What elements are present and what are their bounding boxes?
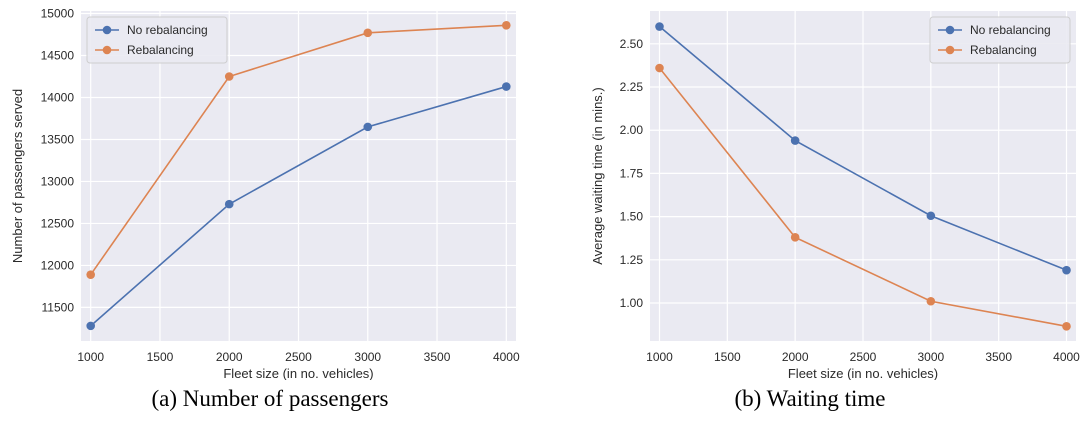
legend-label-rebalancing: Rebalancing — [970, 43, 1037, 57]
data-point-rebalancing — [790, 233, 800, 242]
caption-passengers: (a) Number of passengers — [151, 386, 389, 411]
data-point-no-rebalancing — [224, 199, 234, 209]
y-tick-label: 12000 — [41, 258, 75, 272]
y-tick-label: 1.50 — [620, 210, 644, 224]
y-tick-label: 13500 — [41, 132, 75, 146]
y-tick-label: 14500 — [41, 49, 75, 63]
figure-passengers: 1000 1500 2000 2500 3000 3500 4000 11500 12000 12… — [0, 0, 540, 431]
x-tick-label: 3500 — [424, 350, 451, 364]
y-tick-label: 2.25 — [620, 80, 644, 94]
data-point-rebalancing — [1062, 322, 1071, 331]
x-tick-label: 2000 — [782, 350, 809, 364]
y-tick-label: 1.75 — [620, 166, 644, 180]
x-tick-label: 2500 — [850, 350, 877, 364]
data-point-no-rebalancing — [1062, 265, 1071, 275]
legend-marker-rebalancing — [945, 45, 955, 55]
x-axis-label: Fleet size (in no. vehicles) — [223, 366, 373, 380]
x-tick-label: 1000 — [77, 350, 104, 364]
x-tick-label: 1500 — [147, 350, 174, 364]
legend-label-no-rebalancing: No rebalancing — [970, 23, 1051, 37]
y-tick-label: 1.00 — [620, 296, 644, 310]
data-point-rebalancing — [86, 270, 95, 279]
y-tick-label: 13000 — [41, 174, 75, 188]
legend-marker-no-rebalancing — [945, 25, 955, 35]
data-point-rebalancing — [926, 296, 936, 306]
chart-passengers: 1000 1500 2000 2500 3000 3500 4000 11500 12000 12… — [10, 7, 520, 381]
y-axis-label: Average waiting time (in mins.) — [590, 87, 605, 265]
y-tick-label: 12500 — [41, 216, 75, 230]
data-point-rebalancing — [502, 20, 511, 30]
data-point-rebalancing — [363, 28, 373, 38]
y-tick-label: 2.50 — [620, 37, 644, 51]
x-tick-label: 3000 — [917, 350, 944, 364]
y-tick-label: 15000 — [41, 7, 75, 21]
legend-marker-no-rebalancing — [102, 25, 112, 35]
data-point-no-rebalancing — [363, 122, 373, 132]
data-point-rebalancing — [655, 63, 664, 73]
series-line-no-rebalancing — [90, 85, 507, 327]
series-line-rebalancing — [90, 24, 507, 276]
x-tick-label: 1500 — [714, 350, 741, 364]
y-tick-label: 14000 — [41, 90, 75, 104]
x-tick-label: 2500 — [285, 350, 312, 364]
legend-label-rebalancing: Rebalancing — [127, 43, 194, 57]
x-tick-label: 3000 — [354, 350, 381, 364]
y-tick-label: 1.25 — [620, 253, 644, 267]
chart-waiting-time: 1000 1500 2000 2500 3000 3500 4000 1.00 1.25 1.50… — [590, 11, 1080, 381]
data-point-no-rebalancing — [790, 136, 800, 145]
data-point-no-rebalancing — [86, 321, 95, 331]
x-axis-label: Fleet size (in no. vehicles) — [788, 366, 938, 380]
x-tick-label: 1000 — [646, 350, 673, 364]
figure-waiting-time: 1000 1500 2000 2500 3000 3500 4000 1.00 1.25 1.50… — [540, 0, 1080, 431]
legend-box — [929, 16, 1071, 64]
data-point-no-rebalancing — [502, 82, 511, 91]
series-line-no-rebalancing — [658, 25, 1067, 271]
y-tick-label: 2.00 — [620, 123, 644, 137]
y-tick-label: 11500 — [42, 300, 75, 314]
data-point-no-rebalancing — [926, 211, 936, 221]
data-point-rebalancing — [224, 72, 234, 81]
x-tick-label: 4000 — [1053, 350, 1080, 364]
data-point-no-rebalancing — [655, 22, 664, 31]
series-line-rebalancing — [658, 67, 1067, 328]
x-tick-label: 4000 — [493, 350, 520, 364]
legend-marker-rebalancing — [102, 45, 112, 55]
x-tick-label: 3500 — [985, 350, 1012, 364]
y-axis-label: Number of passengers served — [10, 89, 25, 263]
legend-label-no-rebalancing: No rebalancing — [127, 23, 208, 37]
x-tick-label: 2000 — [216, 350, 243, 364]
caption-waiting-time: (b) Waiting time — [734, 386, 886, 411]
legend-box — [86, 16, 228, 64]
